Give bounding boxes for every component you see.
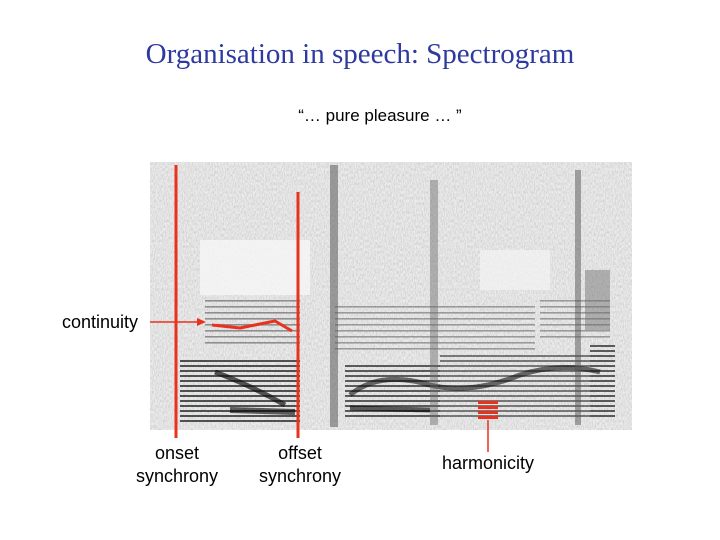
offset-synchrony-label: offset synchrony xyxy=(258,443,342,486)
annotations xyxy=(150,165,498,452)
harmonicity-label: harmonicity xyxy=(441,453,535,473)
continuity-label: continuity xyxy=(62,312,139,332)
slide-subtitle: “… pure pleasure … ” xyxy=(298,106,462,125)
spectrogram-image xyxy=(150,162,632,430)
continuity-track xyxy=(211,319,293,333)
onset-synchrony-label: onset synchrony xyxy=(135,443,219,486)
harmonicity-marker xyxy=(478,401,498,419)
continuity-arrowhead xyxy=(197,318,206,326)
slide-title: Organisation in speech: Spectrogram xyxy=(145,38,575,70)
